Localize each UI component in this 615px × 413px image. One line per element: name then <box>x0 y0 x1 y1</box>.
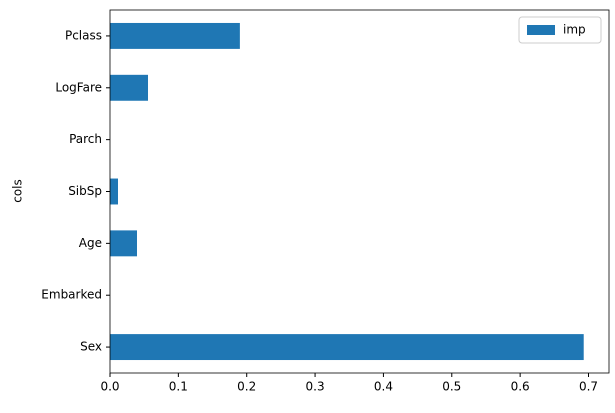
y-tick-label: Parch <box>69 132 102 146</box>
bar <box>110 22 240 49</box>
x-tick-label: 0.0 <box>100 380 119 394</box>
x-tick-label: 0.3 <box>306 380 325 394</box>
bar <box>110 230 138 257</box>
axes-frame <box>109 9 610 374</box>
legend-label: imp <box>563 23 586 37</box>
y-tick-label: Age <box>79 236 102 250</box>
legend-box <box>518 16 602 44</box>
y-tick-label: Pclass <box>65 28 102 42</box>
bar <box>110 178 118 205</box>
y-tick-label: LogFare <box>55 80 102 94</box>
bar <box>110 334 584 361</box>
bar <box>110 74 149 101</box>
x-tick-label: 0.1 <box>169 380 188 394</box>
x-tick-label: 0.5 <box>442 380 461 394</box>
y-axis-label: cols <box>11 179 25 203</box>
legend-swatch <box>527 25 555 35</box>
x-tick-label: 0.6 <box>511 380 530 394</box>
y-tick-label: Embarked <box>41 288 102 302</box>
x-tick-label: 0.4 <box>374 380 393 394</box>
y-tick-label: Sex <box>80 340 102 354</box>
y-tick-label: SibSp <box>68 184 102 198</box>
x-tick-label: 0.7 <box>579 380 598 394</box>
x-tick-label: 0.2 <box>237 380 256 394</box>
